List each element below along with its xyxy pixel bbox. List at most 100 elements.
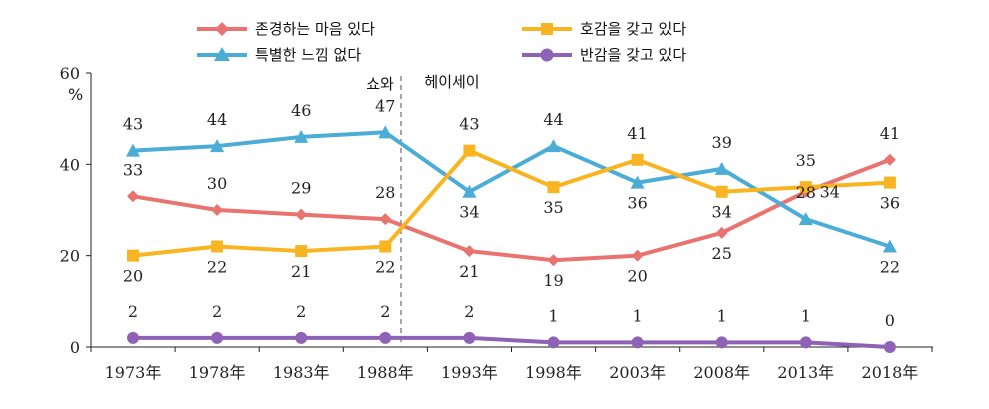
data-point-no-feeling bbox=[462, 184, 477, 198]
triangle-marker-icon bbox=[214, 47, 230, 61]
x-tick-label: 1973年 bbox=[105, 363, 162, 382]
data-point-respect bbox=[295, 208, 308, 221]
data-point-antipathy bbox=[883, 341, 896, 353]
data-point-favorable bbox=[631, 153, 644, 166]
data-point-favorable bbox=[799, 181, 812, 194]
data-label-favorable: 43 bbox=[459, 115, 479, 134]
x-tick-label: 2008年 bbox=[693, 363, 750, 382]
data-label-no-feeling: 36 bbox=[627, 194, 647, 213]
data-label-respect: 30 bbox=[207, 174, 227, 193]
data-label-no-feeling: 28 bbox=[796, 183, 816, 202]
data-point-antipathy bbox=[127, 331, 139, 344]
data-point-favorable bbox=[295, 245, 308, 258]
diamond-marker-icon bbox=[215, 22, 229, 36]
era-label-heisei: 헤이세이 bbox=[424, 73, 479, 91]
era-label-showa: 쇼와 bbox=[366, 75, 394, 93]
data-point-respect bbox=[883, 153, 896, 166]
x-tick-label: 1978年 bbox=[189, 363, 246, 382]
y-axis-unit: % bbox=[68, 85, 83, 104]
legend-item-respect: 존경하는 마음 있다 bbox=[197, 20, 375, 38]
data-point-favorable bbox=[127, 249, 139, 262]
data-point-antipathy bbox=[211, 331, 224, 344]
data-label-respect: 41 bbox=[880, 124, 900, 143]
data-label-antipathy: 2 bbox=[128, 302, 138, 321]
data-point-antipathy bbox=[547, 336, 560, 349]
legend-label-no-feeling: 특별한 느낌 없다 bbox=[255, 46, 361, 64]
y-tick-label: 40 bbox=[60, 155, 80, 174]
data-label-no-feeling: 44 bbox=[207, 110, 227, 129]
data-point-favorable bbox=[379, 240, 392, 253]
x-tick-label: 2013年 bbox=[777, 363, 834, 382]
data-label-no-feeling: 46 bbox=[291, 101, 311, 120]
data-label-respect: 20 bbox=[627, 267, 647, 286]
data-label-antipathy: 1 bbox=[633, 306, 643, 325]
x-axis-ticks: 1973年 1978年 1983年 1988年 1993年 1998年 2003年 2008年… bbox=[90, 347, 933, 382]
legend-item-antipathy: 반감을 갖고 있다 bbox=[522, 46, 686, 64]
series-antipathy bbox=[127, 331, 896, 353]
data-point-respect bbox=[631, 249, 644, 262]
x-tick-label: 1993年 bbox=[441, 363, 498, 382]
data-point-respect bbox=[547, 254, 560, 267]
data-point-antipathy bbox=[379, 331, 392, 344]
data-label-no-feeling: 47 bbox=[375, 96, 395, 115]
legend-label-antipathy: 반감을 갖고 있다 bbox=[580, 46, 686, 64]
data-label-respect: 19 bbox=[543, 271, 563, 290]
data-point-no-feeling bbox=[882, 239, 897, 253]
data-label-respect: 21 bbox=[459, 262, 479, 281]
data-label-respect: 33 bbox=[123, 160, 143, 179]
data-label-antipathy: 1 bbox=[801, 306, 811, 325]
data-point-favorable bbox=[463, 144, 476, 157]
data-label-antipathy: 1 bbox=[548, 306, 558, 325]
data-label-respect: 25 bbox=[712, 244, 732, 263]
data-label-favorable: 22 bbox=[375, 258, 395, 277]
data-label-antipathy: 0 bbox=[885, 311, 895, 330]
y-tick-label: 0 bbox=[70, 338, 80, 357]
x-tick-label: 1983年 bbox=[273, 363, 330, 382]
data-label-no-feeling: 22 bbox=[880, 258, 900, 277]
data-point-respect bbox=[463, 245, 476, 258]
data-label-antipathy: 2 bbox=[380, 302, 390, 321]
data-point-favorable bbox=[883, 176, 896, 189]
data-point-no-feeling bbox=[126, 143, 140, 157]
data-point-no-feeling bbox=[210, 139, 225, 153]
legend: 존경하는 마음 있다 특별한 느낌 없다 호감을 갖고 있다 반감을 갖고 있다 bbox=[197, 20, 686, 64]
data-point-favorable bbox=[547, 181, 560, 194]
data-label-favorable: 20 bbox=[123, 267, 143, 286]
data-label-no-feeling: 43 bbox=[123, 115, 143, 134]
data-label-antipathy: 2 bbox=[296, 302, 306, 321]
legend-label-favorable: 호감을 갖고 있다 bbox=[580, 20, 686, 38]
data-label-respect: 28 bbox=[375, 183, 395, 202]
data-point-antipathy bbox=[631, 336, 644, 349]
data-point-antipathy bbox=[463, 331, 476, 344]
series-line-antipathy bbox=[133, 335, 891, 349]
x-tick-label: 1998年 bbox=[525, 363, 582, 382]
x-tick-label: 2018年 bbox=[862, 363, 919, 382]
data-point-respect bbox=[127, 190, 139, 203]
series-favorable bbox=[127, 144, 896, 262]
series-line-respect bbox=[132, 157, 891, 263]
data-point-no-feeling bbox=[798, 212, 813, 226]
data-label-favorable: 35 bbox=[796, 151, 816, 170]
data-point-no-feeling bbox=[378, 125, 393, 139]
data-point-respect bbox=[379, 213, 392, 226]
legend-label-respect: 존경하는 마음 있다 bbox=[255, 20, 375, 38]
data-label-antipathy: 1 bbox=[717, 306, 727, 325]
y-axis-ticks: 0 20 40 60 bbox=[60, 64, 91, 357]
data-label-antipathy: 2 bbox=[212, 302, 222, 321]
data-point-antipathy bbox=[799, 336, 812, 349]
x-tick-label: 2003年 bbox=[609, 363, 666, 382]
series-line-favorable bbox=[132, 148, 891, 258]
data-label-favorable: 22 bbox=[207, 258, 227, 277]
data-label-no-feeling: 44 bbox=[543, 110, 563, 129]
data-label-no-feeling: 34 bbox=[459, 203, 479, 222]
data-label-no-feeling: 39 bbox=[712, 133, 732, 152]
data-label-favorable: 41 bbox=[627, 124, 647, 143]
data-label-favorable: 21 bbox=[291, 262, 311, 281]
data-point-no-feeling bbox=[546, 139, 561, 153]
square-marker-icon bbox=[541, 23, 553, 35]
data-point-favorable bbox=[211, 240, 224, 253]
data-point-no-feeling bbox=[294, 129, 309, 143]
data-label-favorable: 35 bbox=[543, 198, 563, 217]
data-label-favorable: 34 bbox=[712, 203, 732, 222]
